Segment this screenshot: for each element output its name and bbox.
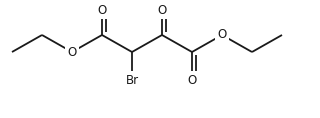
Text: O: O: [188, 74, 196, 86]
Text: O: O: [157, 4, 167, 17]
Text: O: O: [97, 4, 107, 17]
Text: O: O: [217, 29, 227, 42]
Text: Br: Br: [125, 74, 139, 86]
Text: O: O: [68, 46, 76, 59]
